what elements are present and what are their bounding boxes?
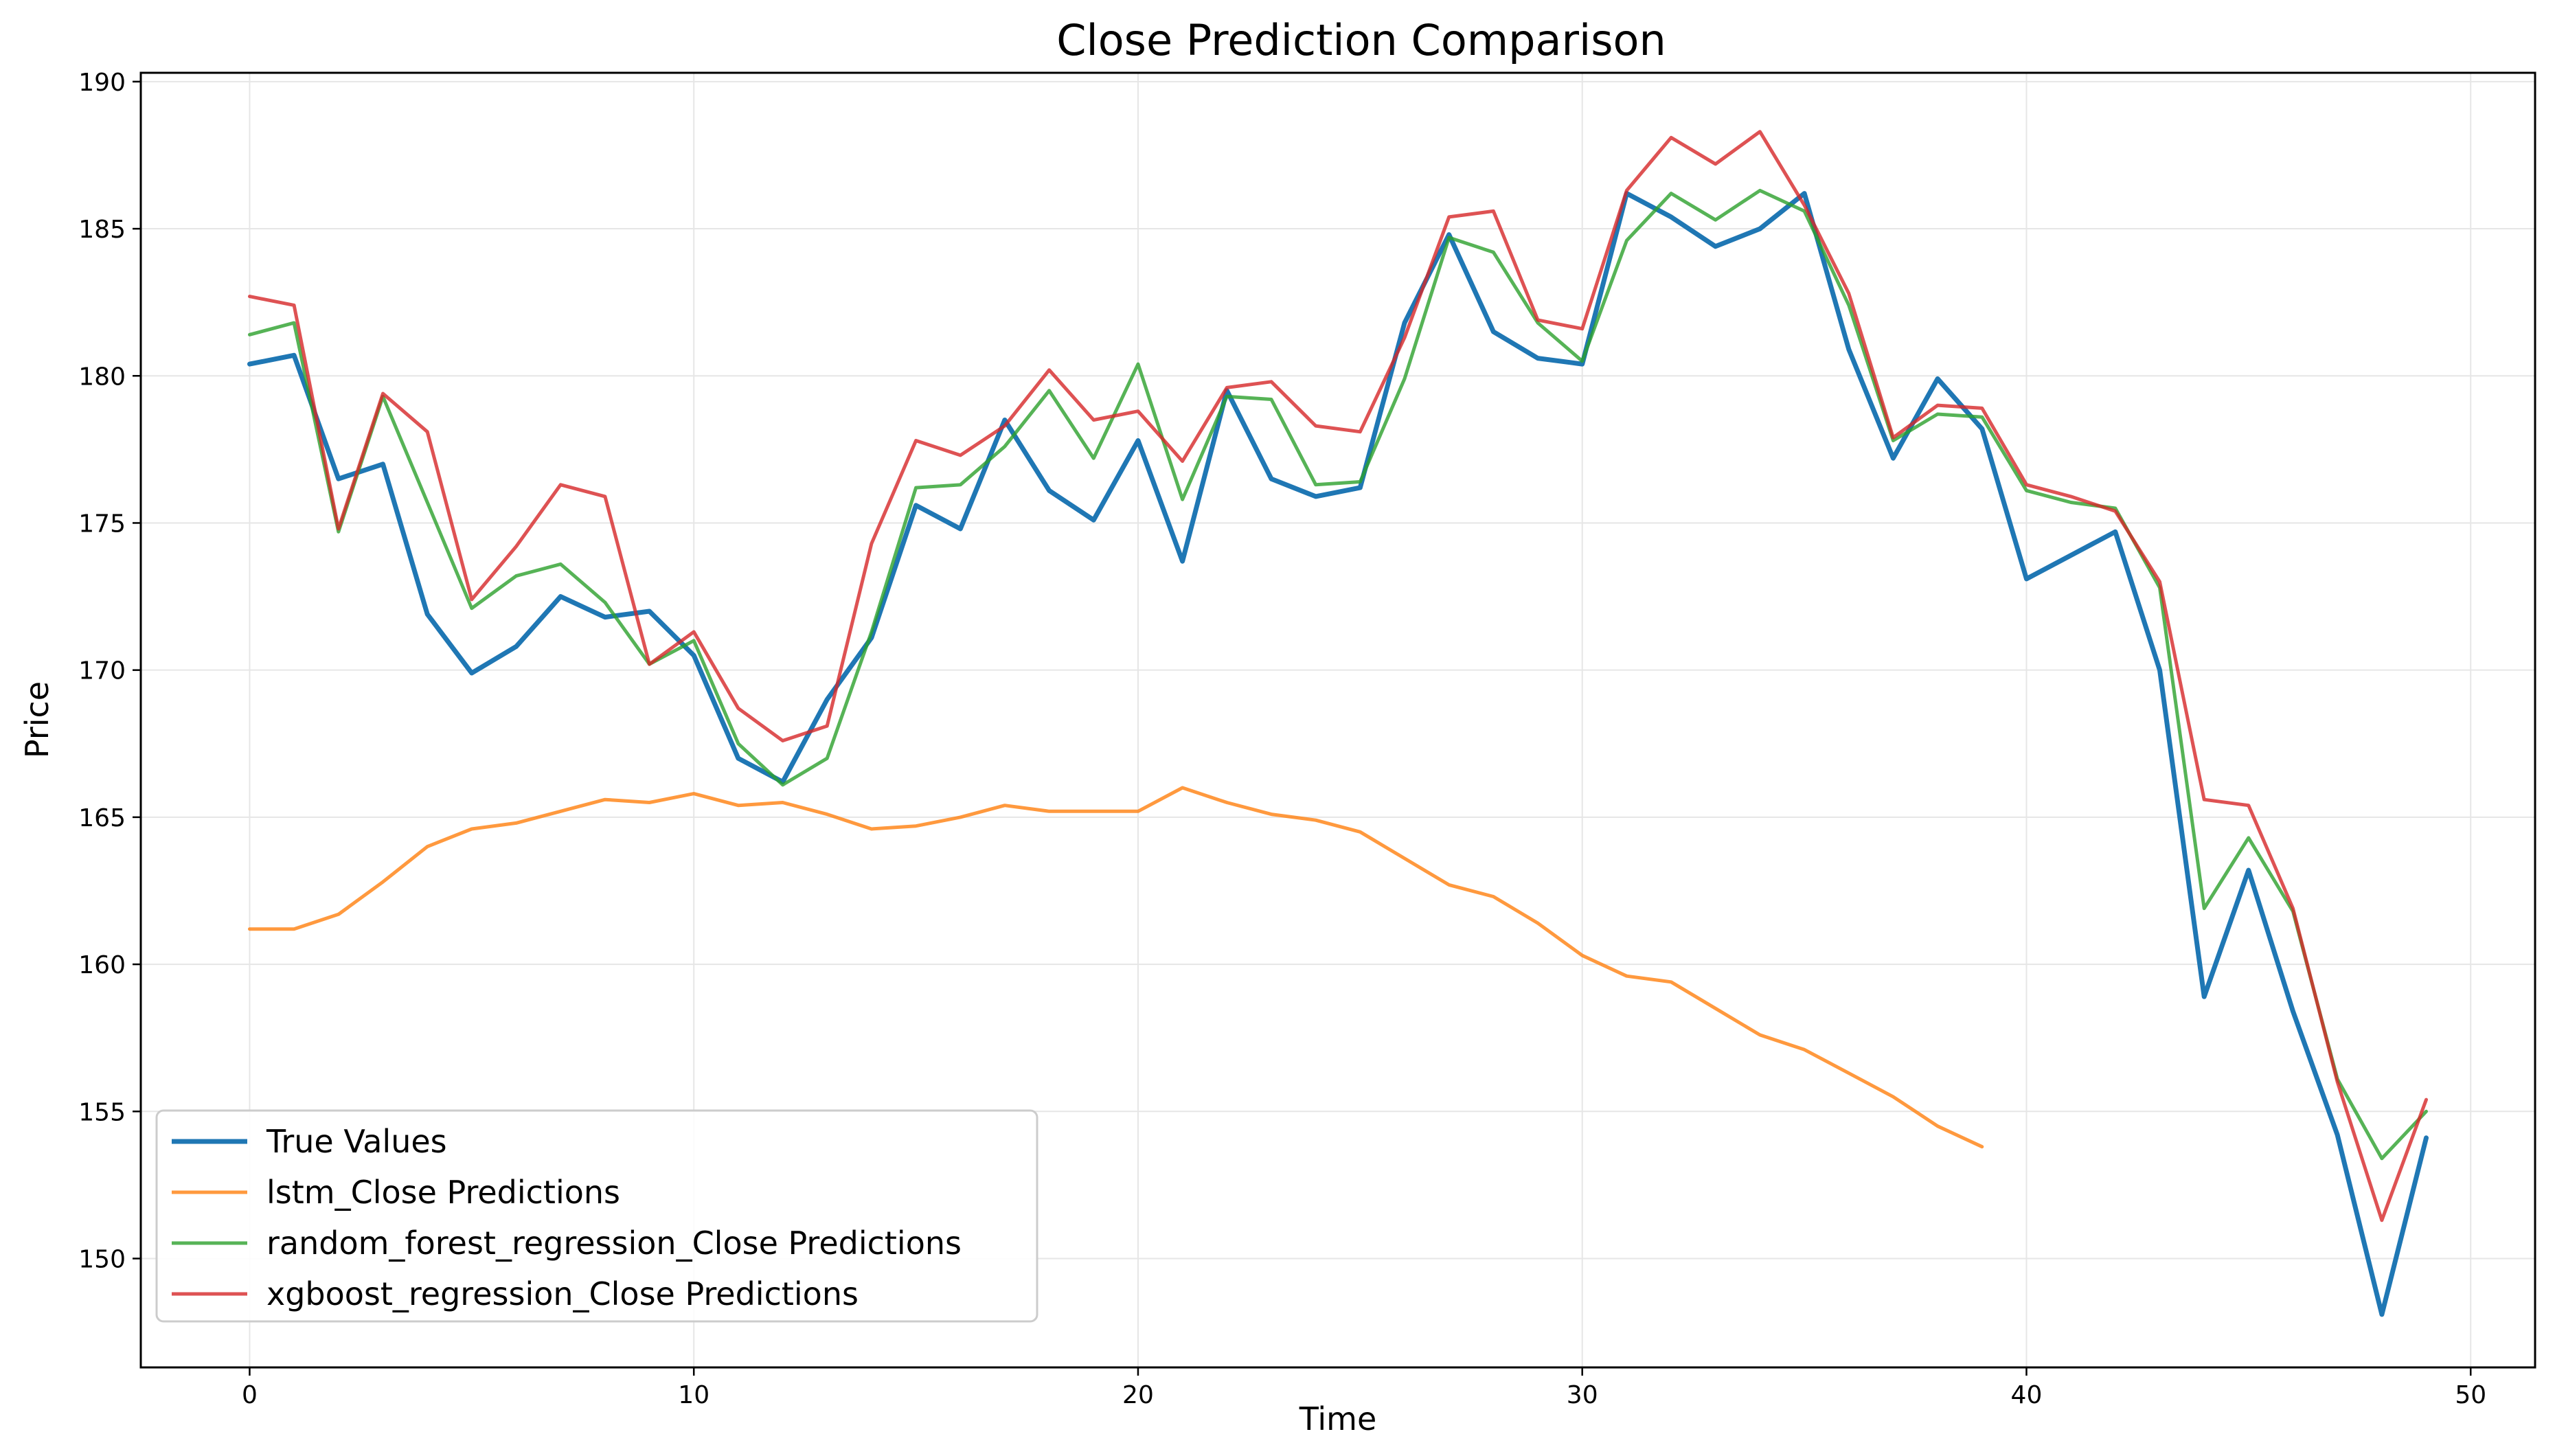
legend-box (155, 1109, 1038, 1323)
legend-label-2: random_forest_regression_Close Predictio… (266, 1225, 962, 1262)
series-line-0 (247, 191, 2429, 1317)
y-tick-label: 175 (78, 510, 126, 538)
legend-label-0: True Values (266, 1123, 447, 1160)
series-line-2 (248, 188, 2428, 1161)
chart-title: Close Prediction Comparison (1056, 15, 1666, 65)
x-tick-label: 30 (1567, 1381, 1598, 1409)
legend: True Values lstm_Close Predictions random_… (155, 1109, 1038, 1323)
y-tick-label: 165 (78, 804, 126, 832)
tick-layer: 0 10 20 30 40 50 150 155 160 165 170 175 180 185 190 (78, 69, 2486, 1409)
y-tick-label: 160 (78, 951, 126, 979)
y-tick-label: 180 (78, 363, 126, 391)
y-tick-label: 170 (78, 657, 126, 685)
legend-label-1: lstm_Close Predictions (266, 1174, 620, 1211)
y-axis-label: Price (19, 681, 56, 758)
series-line-3 (248, 130, 2428, 1222)
x-tick-label: 50 (2455, 1381, 2486, 1409)
x-axis-label: Time (1299, 1400, 1377, 1437)
x-tick-label: 40 (2011, 1381, 2043, 1409)
y-tick-label: 155 (78, 1098, 126, 1126)
legend-label-3: xgboost_regression_Close Predictions (266, 1275, 859, 1312)
x-tick-label: 10 (678, 1381, 709, 1409)
plot-frame (139, 71, 2536, 1369)
x-tick-label: 20 (1122, 1381, 1154, 1409)
series-line-1 (248, 786, 1984, 1149)
series-layer (247, 130, 2429, 1317)
y-tick-label: 185 (78, 216, 126, 244)
y-tick-label: 150 (78, 1245, 126, 1273)
y-tick-label: 190 (78, 69, 126, 97)
x-tick-label: 0 (242, 1381, 258, 1409)
